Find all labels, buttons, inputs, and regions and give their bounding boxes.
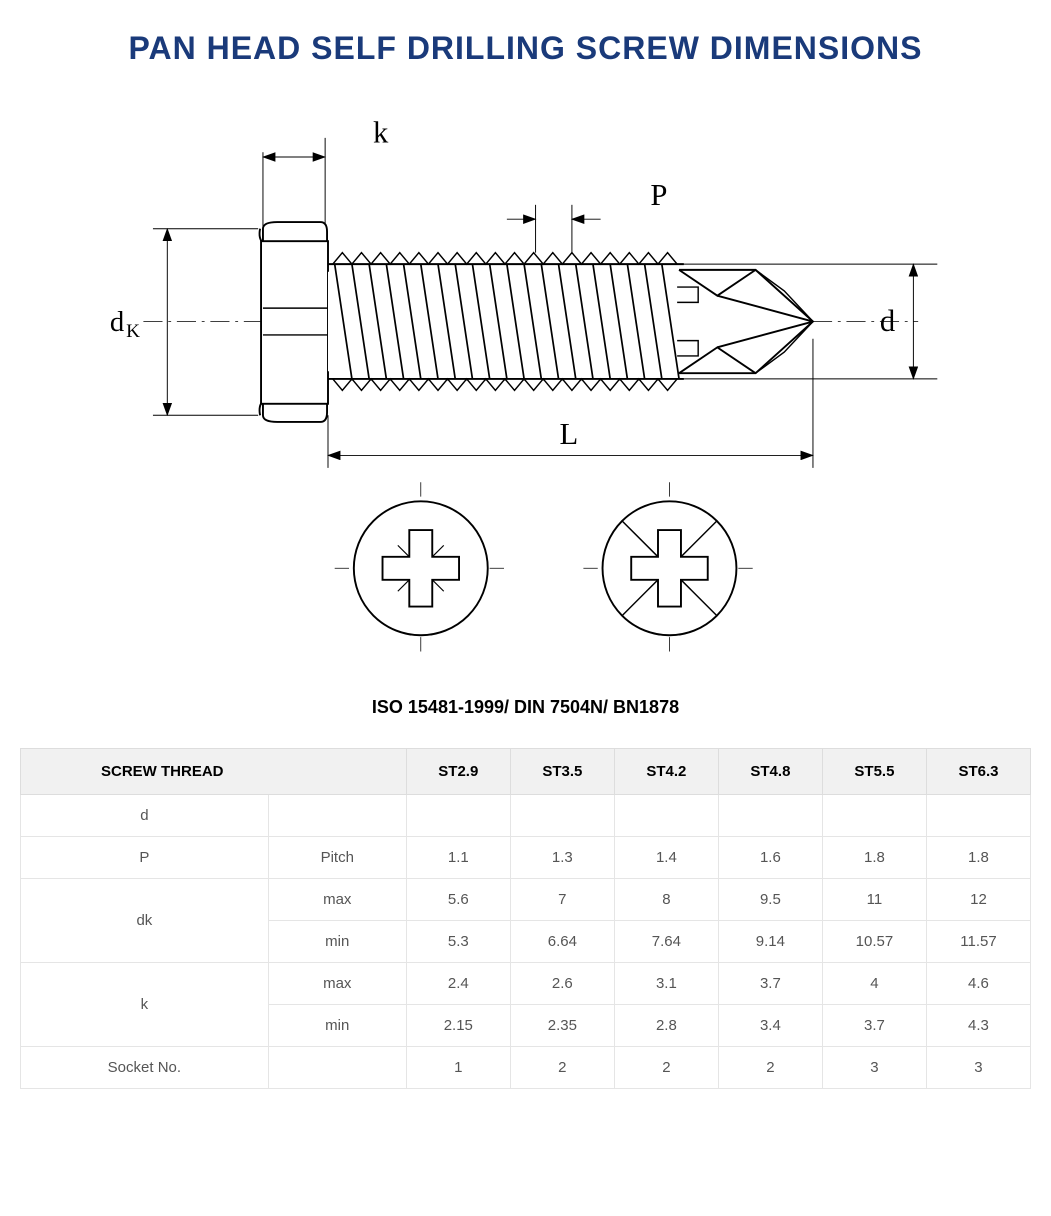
- table-cell: 2.35: [510, 1005, 614, 1047]
- table-row: dkmax5.6789.51112: [21, 879, 1031, 921]
- table-cell: [510, 795, 614, 837]
- table-cell: 1.8: [822, 837, 926, 879]
- table-header-row: SCREW THREAD ST2.9 ST3.5 ST4.2 ST4.8 ST5…: [21, 749, 1031, 795]
- standard-line: ISO 15481-1999/ DIN 7504N/ BN1878: [20, 697, 1031, 718]
- table-cell: 7.64: [614, 921, 718, 963]
- table-cell: 1.4: [614, 837, 718, 879]
- table-cell: 10.57: [822, 921, 926, 963]
- table-cell: 7: [510, 879, 614, 921]
- table-cell: 8: [614, 879, 718, 921]
- col-st29: ST2.9: [406, 749, 510, 795]
- row-label: dk: [21, 879, 269, 963]
- label-k: k: [372, 116, 388, 150]
- table-cell: 3.1: [614, 963, 718, 1005]
- row-sublabel: [268, 795, 406, 837]
- label-dk: d: [109, 306, 123, 338]
- table-cell: 12: [926, 879, 1030, 921]
- col-screw-thread: SCREW THREAD: [21, 749, 407, 795]
- phillips-drive-icon: [334, 482, 506, 654]
- table-row: kmax2.42.63.13.744.6: [21, 963, 1031, 1005]
- row-sublabel: [268, 1047, 406, 1089]
- table-cell: 1.6: [718, 837, 822, 879]
- table-cell: 3: [822, 1047, 926, 1089]
- row-sublabel: Pitch: [268, 837, 406, 879]
- table-cell: 2.4: [406, 963, 510, 1005]
- col-st42: ST4.2: [614, 749, 718, 795]
- row-label: d: [21, 795, 269, 837]
- table-cell: 2.6: [510, 963, 614, 1005]
- col-st48: ST4.8: [718, 749, 822, 795]
- table-cell: [926, 795, 1030, 837]
- table-cell: 2: [614, 1047, 718, 1089]
- table-cell: 4: [822, 963, 926, 1005]
- table-cell: 2: [718, 1047, 822, 1089]
- table-cell: 2.15: [406, 1005, 510, 1047]
- table-cell: 9.14: [718, 921, 822, 963]
- table-row: Socket No.122233: [21, 1047, 1031, 1089]
- table-cell: [822, 795, 926, 837]
- label-dk-sub: K: [126, 321, 140, 342]
- table-cell: 5.6: [406, 879, 510, 921]
- label-p: P: [650, 178, 667, 212]
- row-sublabel: min: [268, 921, 406, 963]
- row-label: P: [21, 837, 269, 879]
- row-sublabel: min: [268, 1005, 406, 1047]
- table-cell: 3.7: [718, 963, 822, 1005]
- table-cell: 5.3: [406, 921, 510, 963]
- table-cell: 1: [406, 1047, 510, 1089]
- table-cell: 3.4: [718, 1005, 822, 1047]
- table-row: PPitch1.11.31.41.61.81.8: [21, 837, 1031, 879]
- row-label: k: [21, 963, 269, 1047]
- dimensions-table: SCREW THREAD ST2.9 ST3.5 ST4.2 ST4.8 ST5…: [20, 748, 1031, 1089]
- row-label: Socket No.: [21, 1047, 269, 1089]
- table-cell: 4.6: [926, 963, 1030, 1005]
- table-cell: 2: [510, 1047, 614, 1089]
- row-sublabel: max: [268, 879, 406, 921]
- table-cell: 3.7: [822, 1005, 926, 1047]
- screw-diagram: k d K: [20, 67, 1031, 667]
- page-title: PAN HEAD SELF DRILLING SCREW DIMENSIONS: [20, 30, 1031, 67]
- label-d: d: [879, 304, 894, 338]
- col-st55: ST5.5: [822, 749, 926, 795]
- table-cell: 1.1: [406, 837, 510, 879]
- table-cell: 6.64: [510, 921, 614, 963]
- table-cell: [614, 795, 718, 837]
- row-sublabel: max: [268, 963, 406, 1005]
- label-L: L: [559, 417, 578, 451]
- table-row: d: [21, 795, 1031, 837]
- table-cell: 11: [822, 879, 926, 921]
- table-cell: 3: [926, 1047, 1030, 1089]
- table-cell: [406, 795, 510, 837]
- table-cell: [718, 795, 822, 837]
- table-cell: 2.8: [614, 1005, 718, 1047]
- table-cell: 1.8: [926, 837, 1030, 879]
- table-cell: 4.3: [926, 1005, 1030, 1047]
- table-cell: 11.57: [926, 921, 1030, 963]
- pozidriv-drive-icon: [583, 482, 755, 654]
- col-st35: ST3.5: [510, 749, 614, 795]
- table-cell: 9.5: [718, 879, 822, 921]
- table-cell: 1.3: [510, 837, 614, 879]
- col-st63: ST6.3: [926, 749, 1030, 795]
